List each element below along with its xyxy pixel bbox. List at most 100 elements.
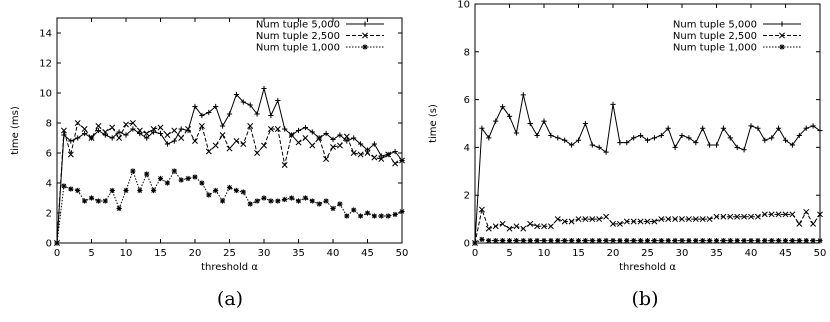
data-point (185, 126, 192, 132)
data-point (713, 142, 720, 148)
data-point (637, 218, 644, 225)
data-point (102, 198, 108, 204)
data-point (803, 238, 809, 244)
data-point (171, 138, 177, 144)
data-point (330, 205, 336, 212)
series-3 (472, 236, 823, 246)
data-point (309, 142, 316, 149)
legend-label: Num tuple 5,000 (256, 20, 340, 31)
data-point (316, 201, 322, 207)
x-tick-label: 30 (676, 248, 689, 259)
x-tick-label: 35 (292, 248, 305, 259)
y-tick-label: 14 (39, 29, 52, 40)
data-point (109, 124, 116, 131)
data-point (109, 135, 115, 141)
data-point (713, 238, 720, 244)
data-point (761, 211, 768, 218)
data-point (323, 198, 329, 204)
data-point (631, 135, 637, 141)
data-point (226, 184, 233, 191)
data-point (185, 175, 191, 182)
data-point (343, 133, 350, 140)
data-point (205, 148, 212, 155)
legend-swatch-marker (779, 21, 785, 27)
data-point (720, 238, 726, 244)
data-point (720, 213, 727, 220)
data-point (68, 138, 74, 144)
data-point (569, 142, 575, 148)
data-point (707, 238, 713, 244)
data-point (679, 216, 685, 223)
data-point (575, 137, 582, 143)
data-point (151, 129, 157, 135)
data-point (741, 213, 748, 220)
data-point (693, 140, 699, 146)
x-axis-label: threshold α (619, 262, 676, 273)
data-point (651, 135, 657, 141)
data-point (520, 225, 527, 232)
data-point (741, 238, 747, 244)
legend-swatch-marker (362, 21, 368, 27)
data-point (323, 130, 329, 137)
data-point (727, 213, 734, 220)
x-tick-label: 25 (223, 248, 236, 259)
data-point (171, 127, 178, 134)
data-point (679, 238, 685, 244)
data-point (631, 238, 637, 244)
data-point (129, 120, 136, 126)
data-point (385, 213, 391, 219)
data-point (796, 238, 802, 244)
data-point (95, 198, 101, 204)
data-point (589, 142, 595, 148)
y-tick-label: 2 (464, 191, 470, 202)
data-point (157, 130, 164, 137)
data-point (624, 238, 630, 244)
legend-label: Num tuple 2,500 (673, 31, 757, 42)
chart-panel-b: 0 5 10 15 20 25 30 35 40 45 50 0 2 4 6 8 10 threshold α ti… (428, 0, 826, 310)
data-point (810, 220, 817, 227)
data-point (582, 238, 588, 244)
data-point (136, 127, 143, 134)
data-point (67, 151, 74, 158)
data-point (357, 151, 364, 158)
data-point (247, 102, 253, 108)
data-point (95, 127, 101, 134)
data-point (568, 218, 575, 225)
data-point (399, 157, 405, 164)
x-tick-label: 50 (396, 248, 409, 259)
data-point (130, 126, 136, 132)
data-point (734, 213, 741, 220)
data-point (178, 177, 184, 183)
data-point (596, 238, 602, 244)
data-point (776, 238, 782, 244)
data-point (199, 180, 205, 186)
data-point (233, 91, 239, 98)
data-point (157, 124, 164, 131)
data-point (337, 201, 343, 207)
data-point (486, 135, 492, 141)
data-point (371, 213, 377, 219)
data-point (281, 162, 288, 168)
data-point (520, 238, 526, 244)
data-point (75, 135, 81, 141)
data-point (527, 120, 533, 127)
data-point (472, 240, 478, 246)
data-point (569, 238, 575, 244)
data-point (782, 211, 789, 218)
data-point (665, 125, 671, 131)
x-tick-label: 35 (710, 248, 723, 259)
data-point (610, 220, 616, 227)
data-point (769, 135, 775, 141)
data-point (143, 130, 150, 137)
legend-label: Num tuple 2,500 (256, 31, 340, 42)
x-tick-label: 25 (641, 248, 654, 259)
data-point (589, 238, 595, 244)
data-point (554, 216, 561, 223)
data-point (206, 192, 212, 198)
data-point (582, 216, 589, 223)
data-point (275, 97, 281, 104)
data-point (226, 145, 233, 152)
data-point (547, 223, 554, 230)
data-point (330, 136, 336, 143)
x-tick-label: 40 (745, 248, 758, 259)
